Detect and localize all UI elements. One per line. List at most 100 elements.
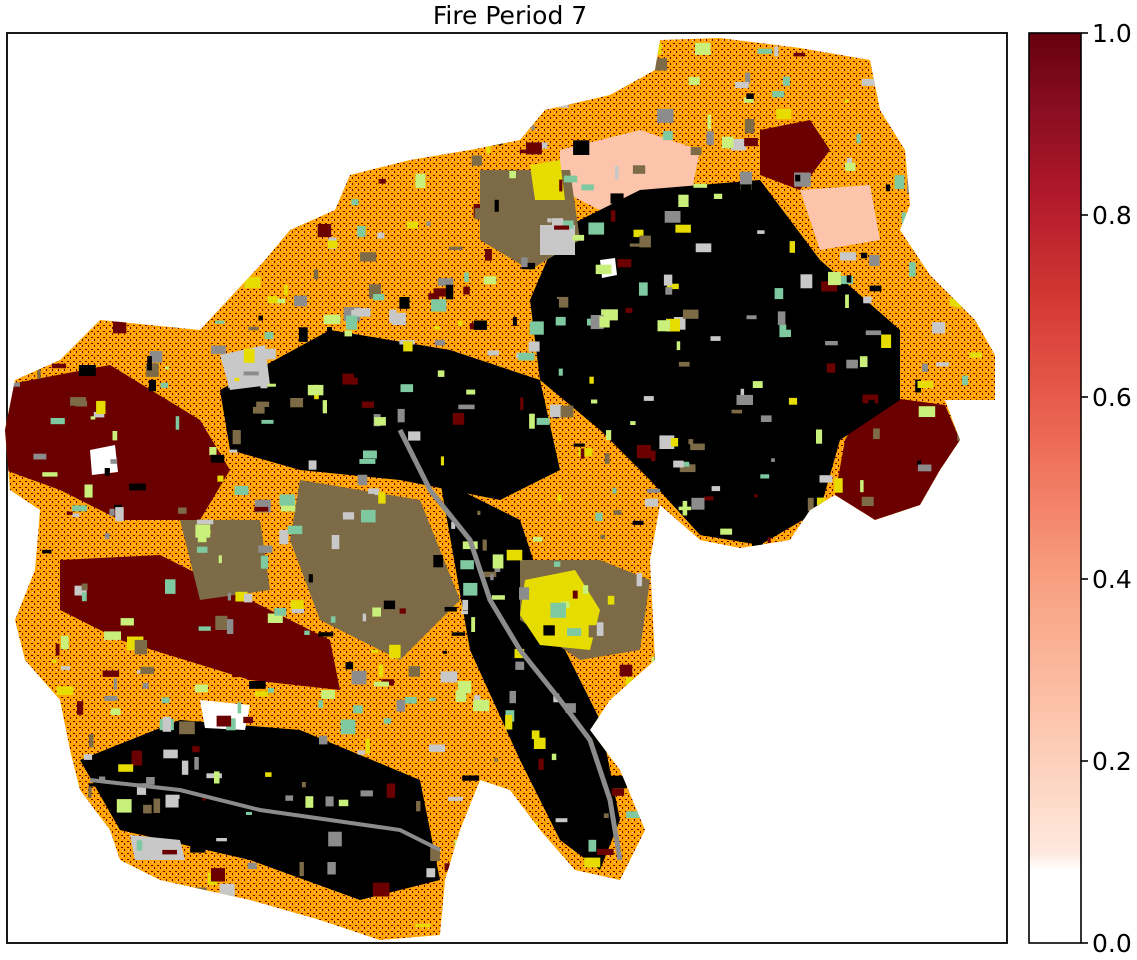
greenfleck bbox=[165, 366, 169, 370]
shrub-fleck bbox=[588, 625, 601, 638]
forest-fleck bbox=[610, 775, 627, 789]
shrub-fleck bbox=[629, 243, 640, 247]
greenfleck bbox=[630, 421, 636, 425]
shrub-fleck bbox=[143, 804, 152, 814]
forest-fleck bbox=[632, 520, 644, 525]
forest-fleck bbox=[885, 184, 891, 192]
bare-fleck bbox=[740, 388, 745, 400]
shrub-fleck bbox=[678, 361, 690, 367]
shrub-fleck bbox=[134, 639, 148, 655]
urban-fleck bbox=[142, 682, 149, 689]
greenfleck bbox=[372, 607, 381, 617]
yellow-fleck bbox=[557, 494, 562, 502]
burn-fleck bbox=[113, 321, 127, 334]
burn-fleck bbox=[452, 413, 465, 425]
bare-fleck bbox=[115, 507, 124, 522]
riparian-fleck bbox=[161, 697, 170, 704]
riparian-fleck bbox=[757, 48, 773, 54]
greenfleck bbox=[601, 309, 618, 321]
urban-fleck bbox=[104, 696, 118, 701]
bare-fleck bbox=[93, 411, 105, 418]
yellow-fleck bbox=[235, 591, 248, 602]
urban-fleck bbox=[110, 459, 118, 464]
shrub-fleck bbox=[448, 246, 463, 250]
urban-fleck bbox=[319, 735, 328, 745]
river-channel bbox=[397, 428, 623, 861]
riparian-fleck bbox=[359, 459, 376, 464]
bare-fleck bbox=[461, 610, 468, 615]
riparian-fleck bbox=[234, 485, 249, 495]
urban-fleck bbox=[194, 757, 199, 770]
urban-fleck bbox=[328, 831, 342, 847]
forest-fleck bbox=[366, 793, 383, 808]
urban-fleck bbox=[437, 278, 454, 286]
colorbar-tick-label: 0.6 bbox=[1092, 383, 1132, 412]
urban-fleck bbox=[325, 796, 334, 807]
bare-fleck bbox=[165, 794, 180, 808]
shrub-fleck bbox=[471, 155, 482, 166]
greenfleck bbox=[695, 42, 711, 55]
greenfleck bbox=[483, 276, 497, 285]
burn-fleck bbox=[826, 363, 836, 373]
greenfleck bbox=[305, 796, 314, 808]
urban-fleck bbox=[515, 661, 525, 670]
bare-fleck bbox=[757, 230, 765, 234]
greenfleck bbox=[532, 537, 543, 542]
shrub-fleck bbox=[639, 235, 651, 248]
riparian-fleck bbox=[588, 839, 597, 852]
urban-fleck bbox=[104, 533, 110, 540]
urban-fleck bbox=[760, 415, 772, 422]
yellow-fleck bbox=[458, 321, 463, 326]
shrub-fleck bbox=[600, 534, 605, 539]
riparian-fleck bbox=[357, 226, 366, 237]
yellow-fleck bbox=[52, 659, 57, 664]
riparian-fleck bbox=[246, 811, 252, 815]
bare-fleck bbox=[429, 744, 445, 752]
urban-fleck bbox=[426, 221, 431, 226]
riparian-fleck bbox=[529, 321, 544, 335]
shrub-fleck bbox=[221, 581, 233, 591]
greenfleck bbox=[437, 370, 445, 377]
yellow-fleck bbox=[633, 229, 644, 238]
forest-fleck bbox=[562, 355, 576, 364]
shrub-fleck bbox=[688, 439, 694, 445]
riparian-fleck bbox=[197, 546, 208, 553]
colorbar bbox=[1028, 32, 1082, 944]
riparian-fleck bbox=[279, 494, 295, 506]
gap-3 bbox=[200, 700, 250, 730]
bare-fleck bbox=[342, 512, 355, 520]
riparian-fleck bbox=[237, 702, 242, 714]
greenfleck bbox=[373, 681, 389, 687]
forest-fleck bbox=[42, 549, 52, 554]
forest-fleck bbox=[261, 793, 274, 803]
urban-fleck bbox=[771, 458, 775, 462]
urban-fleck bbox=[922, 363, 928, 372]
forest-fleck bbox=[752, 533, 763, 547]
greenfleck bbox=[323, 314, 341, 324]
greenfleck bbox=[743, 97, 754, 103]
forest-fleck bbox=[345, 662, 354, 670]
urban-fleck bbox=[869, 255, 880, 266]
burn-fleck bbox=[520, 397, 524, 411]
urban-fleck bbox=[691, 497, 705, 510]
urban-fleck bbox=[509, 690, 516, 704]
riparian-fleck bbox=[962, 375, 968, 386]
greenfleck bbox=[42, 472, 58, 477]
riparian-fleck bbox=[361, 509, 376, 523]
chart-title: Fire Period 7 bbox=[433, 1, 587, 30]
colorbar-tick-label: 0.2 bbox=[1092, 747, 1132, 776]
burn-fleck bbox=[202, 797, 206, 801]
shrub-fleck bbox=[603, 813, 609, 818]
urban-fleck bbox=[745, 72, 751, 84]
forest-fleck bbox=[865, 312, 877, 316]
urban-fleck bbox=[657, 108, 674, 123]
yellow-fleck bbox=[953, 302, 962, 308]
riparian-fleck bbox=[431, 299, 447, 312]
yellow-fleck bbox=[917, 380, 934, 388]
bare-fleck bbox=[735, 82, 749, 88]
greenfleck bbox=[218, 555, 222, 564]
forest-fleck bbox=[670, 382, 687, 397]
greenfleck bbox=[267, 613, 283, 623]
riparian-fleck bbox=[353, 705, 363, 714]
forest-fleck bbox=[433, 555, 444, 568]
